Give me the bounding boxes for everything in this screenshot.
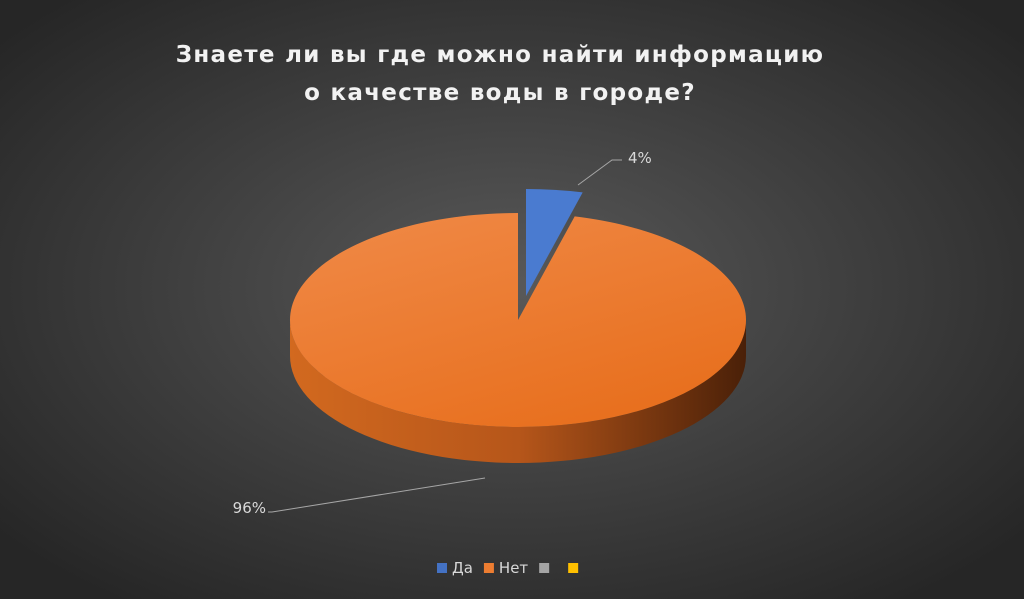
data-label: 96% — [233, 499, 266, 517]
legend-label: Да — [452, 559, 473, 577]
pie-slice-side — [290, 320, 746, 463]
legend-swatch — [437, 563, 447, 573]
data-label: 4% — [628, 149, 652, 167]
pie-slice — [526, 189, 583, 296]
legend-swatch — [568, 563, 579, 573]
legend-label: Нет — [499, 559, 529, 577]
leader-line — [268, 477, 486, 513]
legend-swatch — [483, 563, 494, 573]
pie-slice — [290, 213, 747, 427]
chart-title: Знаете ли вы где можно найти информацию — [176, 42, 825, 68]
legend-swatch — [539, 563, 550, 573]
chart-title: о качестве воды в городе? — [304, 80, 696, 106]
leader-line — [577, 159, 622, 186]
